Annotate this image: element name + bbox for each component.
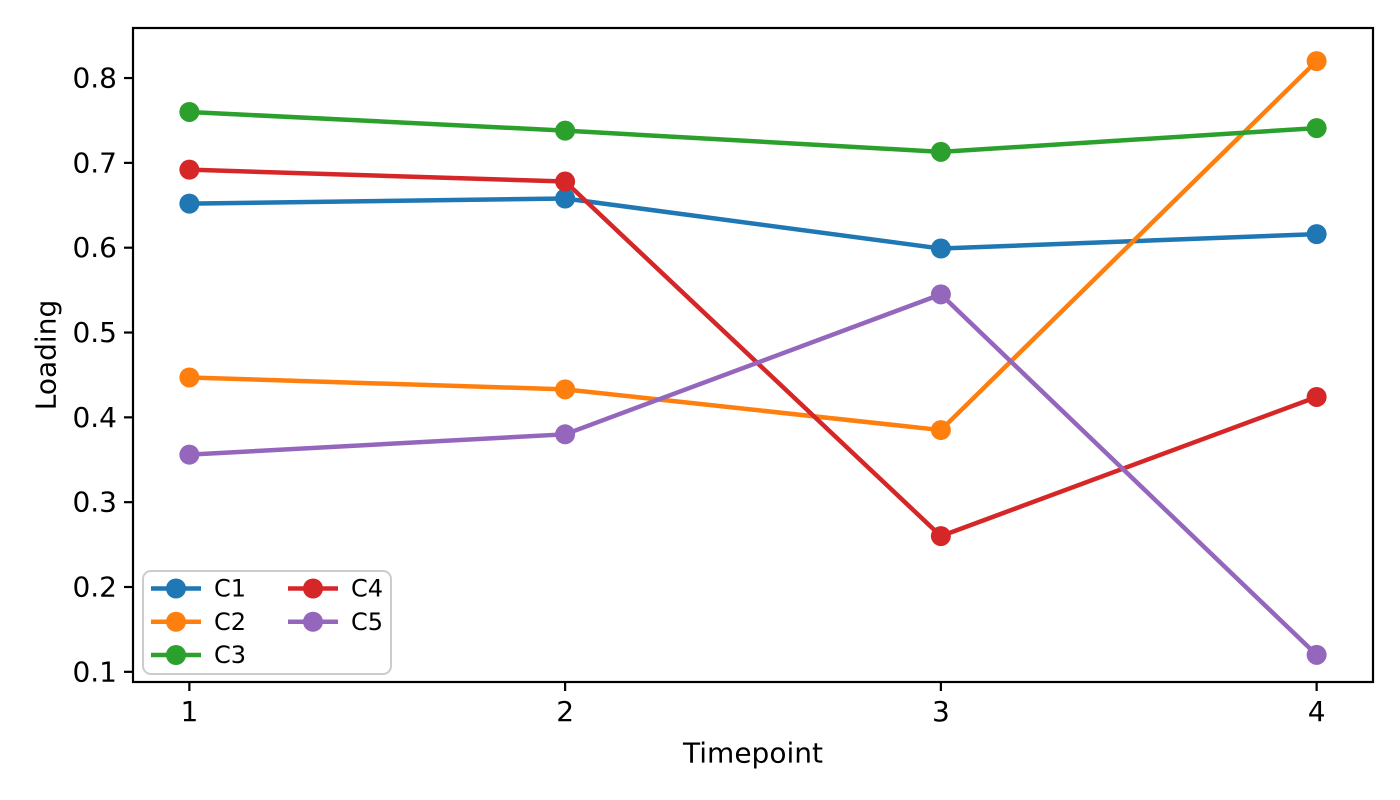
series-c5-line: [187, 292, 1319, 658]
series-c3-point: [179, 101, 200, 122]
series-c5-point: [179, 444, 200, 465]
series-c2-point: [1306, 51, 1327, 72]
series-c2-point: [179, 367, 200, 388]
x-axis-tick-label: 3: [932, 695, 950, 728]
legend-box: [142, 570, 392, 675]
series-c3-line: [187, 109, 1319, 155]
series-c1-point: [930, 238, 951, 259]
legend-c3-marker: [166, 645, 186, 665]
legend-c4-marker: [303, 578, 323, 599]
legend-c5-marker: [303, 611, 323, 632]
series-c1-point: [555, 188, 576, 209]
x-axis-tick-label: 4: [1308, 695, 1326, 728]
legend-c1-label: C1: [214, 575, 246, 603]
series-c1-point: [179, 193, 200, 214]
series-c4-point: [930, 526, 951, 547]
series-c5-point: [930, 284, 951, 305]
legend-c5-label: C5: [351, 608, 383, 636]
y-axis-tick-label: 0.8: [72, 62, 117, 95]
legend-c1-marker: [166, 578, 186, 599]
series-c4-line: [187, 167, 1319, 539]
series-c4-point: [179, 159, 200, 180]
y-axis-tick-label: 0.1: [72, 655, 117, 688]
y-axis-tick-label: 0.6: [72, 231, 117, 264]
series-c3-point: [1306, 118, 1327, 139]
y-axis-title: Loading: [30, 300, 63, 410]
x-axis-tick-label: 2: [556, 695, 574, 728]
y-axis-tick-label: 0.4: [72, 401, 117, 434]
series-c5-point: [1306, 644, 1327, 665]
legend-c4-label: C4: [351, 575, 383, 603]
y-axis-tick-label: 0.2: [72, 570, 117, 603]
x-axis-tick-label: 1: [180, 695, 198, 728]
legend-c2-marker: [166, 611, 186, 632]
plot-frame: [131, 26, 1375, 684]
x-axis-title: Timepoint: [682, 737, 823, 770]
series-c1-line: [187, 196, 1319, 251]
y-axis-tick-label: 0.5: [72, 316, 117, 349]
series-c3-point: [930, 141, 951, 162]
legend-c2-label: C2: [214, 608, 246, 636]
series-c4-point: [1306, 386, 1327, 407]
series-c2-point: [555, 379, 576, 400]
series-c2-line: [187, 58, 1319, 433]
series-c3-point: [555, 120, 576, 141]
series-c2-point: [930, 420, 951, 441]
series-c1-point: [1306, 224, 1327, 245]
series-c5-point: [555, 424, 576, 445]
y-axis-tick-label: 0.7: [72, 146, 117, 179]
series-c4-point: [555, 171, 576, 192]
y-axis-tick-label: 0.3: [72, 486, 117, 519]
legend-c3-label: C3: [214, 641, 246, 669]
